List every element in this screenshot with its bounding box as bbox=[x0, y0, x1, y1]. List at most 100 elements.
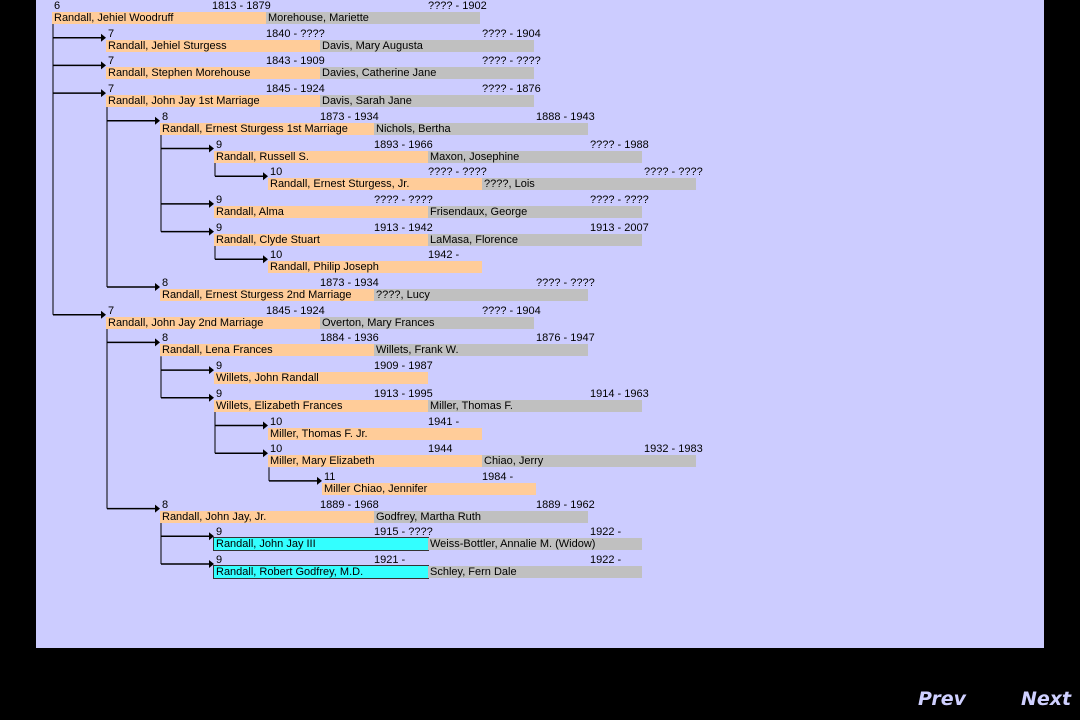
generation-number: 10 bbox=[270, 166, 283, 179]
person-name[interactable]: Randall, John Jay 1st Marriage bbox=[106, 95, 320, 108]
generation-number: 9 bbox=[216, 554, 223, 566]
person-name[interactable]: Randall, John Jay III bbox=[213, 537, 429, 552]
spouse-name[interactable]: LaMasa, Florence bbox=[428, 233, 642, 246]
connector-arrow bbox=[209, 532, 214, 541]
person-dates: 1873 - 1934 bbox=[320, 277, 379, 289]
person-name[interactable]: Miller, Mary Elizabeth bbox=[268, 455, 482, 468]
spouse-name[interactable]: Chiao, Jerry bbox=[482, 455, 696, 468]
generation-number: 8 bbox=[162, 332, 169, 345]
person-name[interactable]: Randall, Russell S. bbox=[214, 150, 428, 163]
generation-number: 10 bbox=[270, 443, 283, 456]
spouse-name[interactable]: Davies, Catherine Jane bbox=[320, 67, 534, 80]
spouse-name[interactable]: Frisendaux, George bbox=[428, 205, 642, 218]
spouse-name[interactable]: Overton, Mary Frances bbox=[320, 316, 534, 329]
tree-row: 9 1915 - ???? Randall, John Jay III 1922 -W… bbox=[213, 526, 642, 552]
connector-arrow bbox=[155, 116, 160, 125]
person-dates: 1840 - ???? bbox=[266, 27, 325, 40]
generation-number: 9 bbox=[216, 360, 223, 373]
spouse-dates: ???? - ???? bbox=[590, 193, 649, 206]
tree-row: 9 1913 - 1942 Randall, Clyde Stuart 1913 - … bbox=[214, 221, 649, 246]
person-dates: ???? - ???? bbox=[374, 193, 433, 206]
connector-arrow bbox=[209, 366, 214, 375]
tree-row: 7 1845 - 1924 Randall, John Jay 1st Marria… bbox=[106, 83, 541, 108]
spouse-name[interactable]: Davis, Mary Augusta bbox=[320, 39, 534, 52]
spouse-dates: 1914 - 1963 bbox=[590, 387, 649, 400]
spouse-name[interactable]: Maxon, Josephine bbox=[428, 150, 642, 163]
person-name[interactable]: Randall, Ernest Sturgess 1st Marriage bbox=[160, 122, 374, 135]
tree-connector-lines bbox=[52, 24, 322, 568]
generation-number: 9 bbox=[216, 526, 223, 539]
person-dates: 1944 bbox=[428, 443, 453, 456]
generation-number: 11 bbox=[324, 470, 336, 483]
person-name[interactable]: Randall, Jehiel Sturgess bbox=[106, 39, 320, 52]
person-dates: 1873 - 1934 bbox=[320, 110, 379, 123]
spouse-name[interactable]: Weiss-Bottler, Annalie M. (Widow) bbox=[428, 538, 642, 551]
person-name[interactable]: Miller, Thomas F. Jr. bbox=[268, 427, 482, 440]
generation-number: 9 bbox=[216, 387, 223, 400]
connector-arrow bbox=[263, 421, 268, 430]
connector-arrow bbox=[101, 89, 106, 98]
person-name[interactable]: Willets, John Randall bbox=[214, 372, 428, 385]
spouse-name[interactable]: Willets, Frank W. bbox=[374, 344, 588, 357]
connector-arrow bbox=[263, 255, 268, 264]
person-name[interactable]: Randall, Lena Frances bbox=[160, 344, 374, 357]
spouse-name[interactable]: Miller, Thomas F. bbox=[428, 399, 642, 412]
person-dates: 1984 - bbox=[482, 470, 514, 483]
generation-number: 10 bbox=[270, 249, 283, 262]
prev-button[interactable]: Prev bbox=[918, 688, 966, 710]
spouse-dates: 1922 - bbox=[590, 554, 622, 566]
spouse-name[interactable]: Davis, Sarah Jane bbox=[320, 95, 534, 108]
connector-arrow bbox=[263, 172, 268, 181]
person-dates: 1813 - 1879 bbox=[212, 0, 271, 12]
person-name[interactable]: Miller Chiao, Jennifer bbox=[322, 482, 536, 495]
connector-arrow bbox=[155, 283, 160, 291]
connector-arrow bbox=[101, 33, 106, 42]
connector-arrow bbox=[317, 476, 322, 485]
tree-row: 8 1873 - 1934 Randall, Ernest Sturgess 2nd… bbox=[160, 277, 595, 301]
spouse-name[interactable]: ????, Lucy bbox=[374, 289, 588, 301]
tree-row: 10 1942 - Randall, Philip Joseph bbox=[268, 249, 696, 274]
tree-row: 11 1984 - Miller Chiao, Jennifer bbox=[322, 471, 750, 495]
spouse-name[interactable]: Schley, Fern Dale bbox=[428, 566, 642, 578]
generation-number: 9 bbox=[216, 193, 223, 206]
tree-row: 8 1889 - 1968 Randall, John Jay, Jr. 1889 -… bbox=[160, 498, 595, 523]
tree-row: 8 1884 - 1936 Randall, Lena Frances 1876 - … bbox=[160, 332, 595, 357]
tree-row: 9 1893 - 1966 Randall, Russell S. ???? - 19… bbox=[214, 138, 649, 163]
generation-number: 8 bbox=[162, 498, 169, 511]
person-name[interactable]: Randall, John Jay, Jr. bbox=[160, 510, 374, 523]
person-name[interactable]: Randall, Stephen Morehouse bbox=[106, 67, 320, 80]
spouse-dates: ???? - 1876 bbox=[482, 83, 541, 96]
tree-row: 9 1909 - 1987 Willets, John Randall bbox=[214, 360, 642, 385]
person-dates: 1843 - 1909 bbox=[266, 55, 325, 68]
person-name[interactable]: Randall, Philip Joseph bbox=[268, 261, 482, 274]
spouse-name[interactable]: ????, Lois bbox=[482, 178, 696, 191]
generation-number: 8 bbox=[162, 110, 169, 123]
tree-row: 9 1913 - 1995 Willets, Elizabeth Frances 19… bbox=[214, 387, 649, 412]
person-name[interactable]: Randall, John Jay 2nd Marriage bbox=[106, 316, 320, 329]
person-dates: 1915 - ???? bbox=[374, 526, 433, 539]
spouse-name[interactable]: Nichols, Bertha bbox=[374, 122, 588, 135]
person-name[interactable]: Randall, Ernest Sturgess, Jr. bbox=[268, 178, 482, 191]
person-dates: 1889 - 1968 bbox=[320, 498, 379, 511]
generation-number: 9 bbox=[216, 221, 223, 234]
person-name[interactable]: Randall, Clyde Stuart bbox=[214, 233, 428, 246]
person-name[interactable]: Willets, Elizabeth Frances bbox=[214, 399, 428, 412]
generation-number: 9 bbox=[216, 138, 223, 151]
generation-number: 7 bbox=[108, 304, 115, 317]
person-name[interactable]: Randall, Alma bbox=[214, 205, 428, 218]
spouse-name[interactable]: Morehouse, Mariette bbox=[266, 12, 480, 24]
tree-row: 10 1944 Miller, Mary Elizabeth 1932 - 1983 C… bbox=[268, 443, 703, 468]
person-dates: 1941 - bbox=[428, 415, 460, 428]
spouse-dates: ???? - 1902 bbox=[428, 0, 487, 12]
person-name[interactable]: Randall, Robert Godfrey, M.D. bbox=[213, 565, 429, 579]
next-button[interactable]: Next bbox=[1021, 688, 1072, 710]
tree-row: 7 1840 - ???? Randall, Jehiel Sturgess????… bbox=[106, 27, 541, 52]
person-name[interactable]: Randall, Jehiel Woodruff bbox=[52, 12, 266, 24]
generation-number: 7 bbox=[108, 83, 115, 96]
spouse-name[interactable]: Godfrey, Martha Ruth bbox=[374, 510, 588, 523]
spouse-dates: 1922 - bbox=[590, 526, 622, 539]
person-name[interactable]: Randall, Ernest Sturgess 2nd Marriage bbox=[160, 289, 374, 301]
connector-arrow bbox=[209, 144, 214, 153]
connector-arrow bbox=[209, 199, 214, 208]
tree-row: 7 1843 - 1909 Randall, Stephen Morehouse??… bbox=[106, 55, 541, 80]
